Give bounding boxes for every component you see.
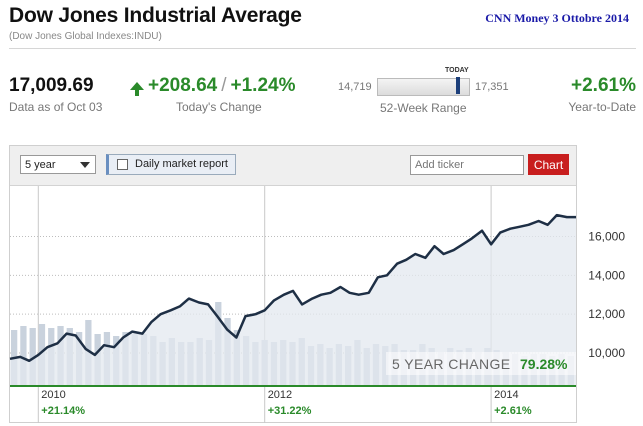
chart-labels: 16,000 14,000 12,000 10,000 2010 2012 2014 +21.… xyxy=(41,229,625,417)
five-year-change-bg xyxy=(386,352,576,375)
chart-button[interactable]: Chart xyxy=(528,154,569,175)
change-percent: +1.24% xyxy=(230,75,296,96)
period-select-value: 5 year xyxy=(25,159,56,171)
volume-bar xyxy=(29,328,36,386)
daily-report-toggle[interactable]: Daily market report xyxy=(106,154,236,175)
y-tick-label: 10,000 xyxy=(588,346,625,360)
page-title: Dow Jones Industrial Average xyxy=(9,4,302,27)
daily-report-label: Daily market report xyxy=(135,158,228,170)
y-tick-label: 14,000 xyxy=(588,268,625,282)
y-tick-label: 12,000 xyxy=(588,307,625,321)
range-high: 17,351 xyxy=(475,81,509,93)
five-year-change-value: 79.28% xyxy=(520,356,568,372)
daily-report-checkbox[interactable] xyxy=(117,159,128,170)
period-select[interactable]: 5 year xyxy=(20,155,96,174)
range-bar xyxy=(377,78,470,96)
range-today-marker xyxy=(455,77,460,94)
x-tick-label: 2010 xyxy=(41,389,65,401)
ytd-change: +2.61% xyxy=(571,75,636,96)
range-label: 52-Week Range xyxy=(380,101,467,115)
price-area-fill xyxy=(10,215,576,386)
todays-change-label: Today's Change xyxy=(176,100,262,114)
x-tick-label: 2014 xyxy=(494,389,518,401)
y-tick-label: 16,000 xyxy=(588,229,625,243)
change-points: +208.64 xyxy=(148,75,218,96)
range-low: 14,719 xyxy=(338,81,372,93)
chart-toolbar: 5 year Daily market report Chart xyxy=(10,146,576,186)
index-subtitle: (Dow Jones Global Indexes:INDU) xyxy=(9,31,162,42)
volume-bar xyxy=(20,326,27,386)
year-change-label: +2.61% xyxy=(494,405,532,417)
range-today-label: TODAY xyxy=(445,67,469,74)
price-line xyxy=(9,213,576,363)
source-note: CNN Money 3 Ottobre 2014 xyxy=(485,11,629,25)
last-price: 17,009.69 xyxy=(9,75,94,96)
five-year-change-label: 5 YEAR CHANGE xyxy=(392,356,511,372)
up-arrow-icon xyxy=(130,82,144,96)
add-ticker-input[interactable] xyxy=(410,155,524,175)
chevron-down-icon xyxy=(80,162,90,168)
x-tick-label: 2012 xyxy=(268,389,292,401)
year-change-label: +21.14% xyxy=(41,405,85,417)
ytd-label: Year-to-Date xyxy=(568,100,636,114)
price-date: Data as of Oct 03 xyxy=(9,100,103,114)
change-separator: / xyxy=(221,75,227,96)
todays-change: +208.64/+1.24% xyxy=(130,75,295,97)
chart-panel: 5 year Daily market report Chart xyxy=(9,145,577,423)
year-change-label: +31.22% xyxy=(268,405,312,417)
header-divider xyxy=(9,48,636,49)
price-area xyxy=(9,213,576,386)
